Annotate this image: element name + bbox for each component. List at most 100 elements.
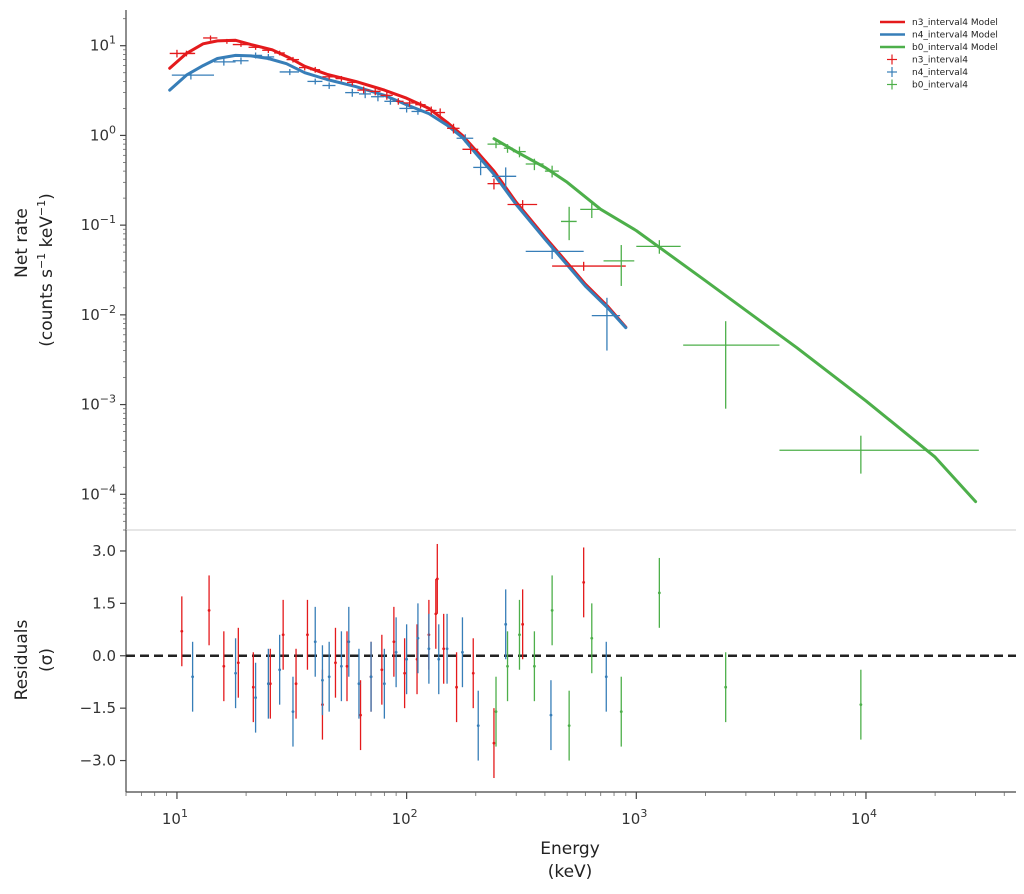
data-point-n3_interval4 — [462, 145, 479, 155]
residual-marker — [394, 650, 398, 654]
residual-marker — [313, 640, 317, 644]
residual-marker — [268, 682, 272, 686]
model-line-n4_interval4 Model — [168, 53, 628, 330]
residual-point-n4_interval4 — [369, 641, 373, 712]
y-tick-label-bottom: 0.0 — [92, 647, 116, 665]
residual-point-n3_interval4 — [306, 599, 309, 670]
data-point-n4_interval4 — [248, 52, 263, 59]
data-point-n3_interval4 — [248, 44, 263, 50]
residual-marker — [281, 633, 285, 637]
residual-marker — [506, 664, 509, 668]
residual-marker — [455, 685, 458, 689]
data-point-n3_interval4 — [380, 91, 393, 100]
residual-point-n4_interval4 — [427, 613, 431, 684]
data-point-b0_interval4 — [503, 144, 513, 153]
residuals-panel: 3.0 1.5 0.0 −1.5 −3.0 101 102 103 104 — [80, 530, 1016, 828]
residual-point-n3_interval4 — [492, 708, 496, 779]
data-point-n3_interval4 — [310, 66, 321, 73]
residual-marker — [357, 682, 361, 686]
x-tick-label: 101 — [162, 807, 188, 828]
residual-marker — [278, 668, 282, 672]
y-tick-label-top: 100 — [90, 123, 116, 144]
residual-point-n3_interval4 — [521, 589, 525, 660]
model-line-b0_interval4 Model — [492, 137, 978, 504]
residual-marker — [434, 612, 438, 616]
residual-point-n3_interval4 — [380, 634, 384, 705]
data-point-n4_interval4 — [456, 134, 474, 143]
legend-label: n4_interval4 Model — [912, 31, 998, 41]
data-point-n3_interval4 — [357, 86, 370, 94]
residual-point-b0_interval4 — [590, 603, 594, 674]
residual-marker — [207, 608, 211, 612]
legend-label: b0_interval4 Model — [912, 43, 998, 53]
data-point-n4_interval4 — [384, 98, 397, 105]
x-tick-label: 104 — [851, 807, 877, 828]
residual-marker — [532, 664, 536, 668]
residual-point-n4_interval4 — [266, 648, 270, 719]
residual-point-n4_interval4 — [357, 648, 361, 719]
y-axis-title-top: Net rate — [12, 208, 32, 278]
legend-entry: b0_interval4 — [887, 79, 968, 91]
residual-point-n4_interval4 — [394, 617, 398, 688]
residual-point-n4_interval4 — [234, 638, 237, 709]
residual-point-n4_interval4 — [549, 680, 553, 751]
residual-point-n4_interval4 — [416, 603, 420, 674]
residual-point-n4_interval4 — [278, 634, 282, 705]
x-axis-unit: (keV) — [548, 862, 593, 882]
data-point-n4_interval4 — [262, 53, 275, 61]
residual-point-b0_interval4 — [657, 557, 661, 628]
residual-point-n3_interval4 — [442, 613, 446, 684]
data-point-n3_interval4 — [507, 200, 538, 210]
residual-marker — [619, 710, 623, 714]
residual-point-n4_interval4 — [321, 645, 324, 716]
legend-entry: n3_interval4 — [887, 54, 968, 66]
residual-marker — [321, 678, 324, 682]
x-tick-label: 102 — [392, 807, 418, 828]
residual-marker — [504, 622, 508, 626]
residual-point-n4_interval4 — [191, 641, 195, 712]
data-point-n4_interval4 — [358, 90, 372, 99]
residual-marker — [471, 671, 475, 675]
y-tick-label-top: 10−4 — [81, 482, 116, 503]
y-tick-label-bottom: 3.0 — [92, 542, 116, 560]
residual-marker — [590, 636, 594, 640]
x-tick-label: 103 — [621, 807, 647, 828]
data-point-n4_interval4 — [411, 108, 424, 115]
residual-marker — [359, 713, 362, 717]
residual-point-n3_interval4 — [392, 606, 396, 677]
y-axis-title-bottom: Residuals — [12, 620, 32, 701]
data-point-n4_interval4 — [279, 68, 300, 76]
residual-marker — [327, 675, 331, 679]
data-point-b0_interval4 — [512, 146, 526, 158]
residual-point-b0_interval4 — [532, 631, 536, 702]
x-axis-title: Energy — [540, 839, 600, 859]
data-point-b0_interval4 — [487, 140, 504, 149]
data-point-n4_interval4 — [591, 297, 621, 351]
residual-marker — [222, 664, 226, 668]
residual-point-n3_interval4 — [236, 627, 240, 698]
y-tick-label-top: 10−2 — [81, 303, 116, 324]
data-point-n4_interval4 — [345, 88, 359, 97]
y-axis-unit-bottom: (σ) — [37, 648, 57, 672]
data-point-n4_interval4 — [473, 160, 488, 176]
residual-marker — [294, 682, 298, 686]
residual-marker — [306, 633, 309, 637]
residual-marker — [382, 682, 386, 686]
data-point-n4_interval4 — [171, 71, 215, 80]
y-tick-label-top: 10−1 — [81, 213, 116, 234]
data-point-n4_interval4 — [322, 82, 336, 89]
residual-marker — [435, 577, 439, 581]
residual-point-n3_interval4 — [345, 631, 349, 702]
residual-marker — [347, 640, 351, 644]
residual-point-n3_interval4 — [207, 575, 211, 646]
data-point-n3_interval4 — [232, 42, 249, 47]
data-point-n3_interval4 — [346, 79, 358, 86]
residual-marker — [266, 682, 270, 686]
residual-marker — [550, 608, 554, 612]
data-point-b0_interval4 — [544, 165, 559, 178]
residual-marker — [180, 629, 184, 633]
residual-marker — [494, 710, 498, 714]
legend-label: b0_interval4 — [912, 81, 968, 91]
data-point-b0_interval4 — [603, 245, 635, 286]
